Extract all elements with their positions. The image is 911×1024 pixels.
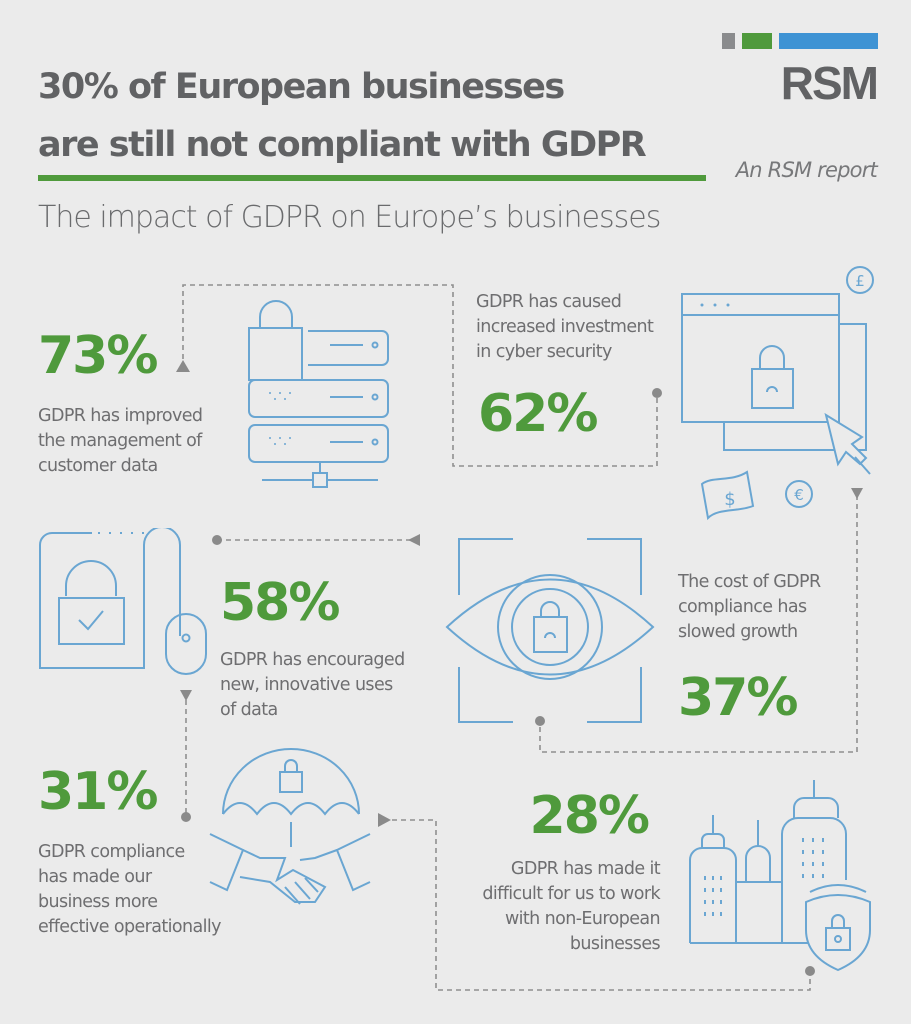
logo-bar-blue (779, 33, 878, 49)
title-underline (38, 175, 706, 181)
dollar-bill-icon (700, 470, 755, 521)
stat-value-62: 62% (478, 384, 598, 444)
title-line-2: are still not compliant with GDPR (38, 125, 647, 165)
stat-label-31: GDPR compliance has made our business mo… (38, 842, 222, 937)
pound-coin-icon (846, 266, 874, 294)
arrow-down-icon (180, 690, 192, 701)
svg-text:€: € (794, 486, 804, 504)
eye-lock-icon (445, 538, 655, 723)
svg-text:$: $ (724, 489, 735, 510)
logo-bar-gray (722, 33, 735, 49)
buildings-shield-icon (689, 780, 871, 972)
brand-logo-text: RSM (780, 57, 879, 109)
stat-label-58: GDPR has encouraged new, innovative uses… (220, 650, 405, 720)
stat-value-58: 58% (220, 573, 340, 633)
stat-label-37: The cost of GDPR compliance has slowed g… (678, 572, 821, 642)
arrow-up-icon (176, 360, 190, 372)
arrow-down-icon (851, 488, 863, 499)
arrow-right-icon (378, 813, 391, 827)
browser-lock-icon: £ € $ (681, 266, 874, 521)
stat-label-62: GDPR has caused increased investment in … (476, 292, 654, 362)
euro-coin-icon (785, 480, 813, 508)
stat-value-73: 73% (38, 326, 158, 386)
arrow-left-icon (408, 534, 420, 546)
stat-value-31: 31% (38, 762, 158, 822)
logo-bar-green (742, 33, 772, 49)
rsm-logo-bars (722, 33, 878, 49)
mouse-lock-check-icon (39, 528, 207, 675)
stat-value-28: 28% (529, 786, 650, 846)
stat-label-28: GDPR has made it difficult for us to wor… (482, 859, 660, 954)
server-lock-icon (248, 300, 389, 488)
svg-text:£: £ (855, 272, 865, 290)
section-subtitle: The impact of GDPR on Europe’s businesse… (38, 200, 661, 235)
stat-label-73: GDPR has improved the management of cust… (38, 406, 203, 476)
umbrella-handshake-icon (209, 748, 371, 905)
title-line-1: 30% of European businesses (38, 67, 565, 107)
stat-value-37: 37% (678, 668, 798, 728)
report-label: An RSM report (735, 158, 878, 182)
page-title: 30% of European businesses are still not… (38, 58, 647, 174)
